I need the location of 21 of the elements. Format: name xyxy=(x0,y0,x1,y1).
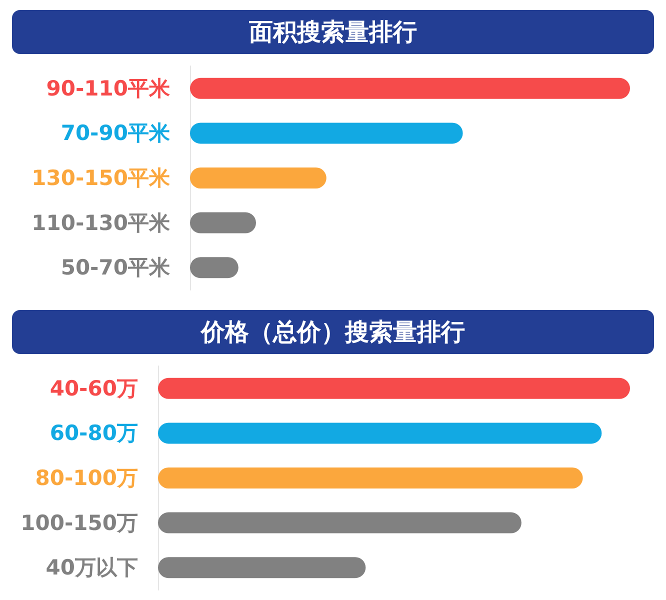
bar xyxy=(158,468,583,488)
y-tick-label: 90-110平米 xyxy=(46,76,171,100)
y-tick-label: 40万以下 xyxy=(46,556,138,580)
chart-title: 面积搜索量排行 xyxy=(248,18,417,46)
chart-title: 价格（总价）搜索量排行 xyxy=(200,318,465,346)
bar xyxy=(190,168,326,188)
y-tick-label: 110-130平米 xyxy=(32,210,171,235)
bar xyxy=(158,378,630,399)
y-tick-label: 80-100万 xyxy=(35,466,138,490)
y-tick-label: 40-60万 xyxy=(50,376,138,400)
bar xyxy=(190,78,630,99)
bar xyxy=(190,212,256,234)
bar xyxy=(158,512,522,534)
y-tick-label: 70-90平米 xyxy=(60,121,171,146)
bar xyxy=(190,122,463,144)
y-tick-label: 100-150万 xyxy=(20,510,138,535)
bar xyxy=(158,557,366,578)
y-tick-label: 60-80万 xyxy=(50,421,138,446)
y-tick-label: 50-70平米 xyxy=(60,256,171,280)
bar xyxy=(158,422,602,444)
y-tick-label: 130-150平米 xyxy=(32,166,171,190)
